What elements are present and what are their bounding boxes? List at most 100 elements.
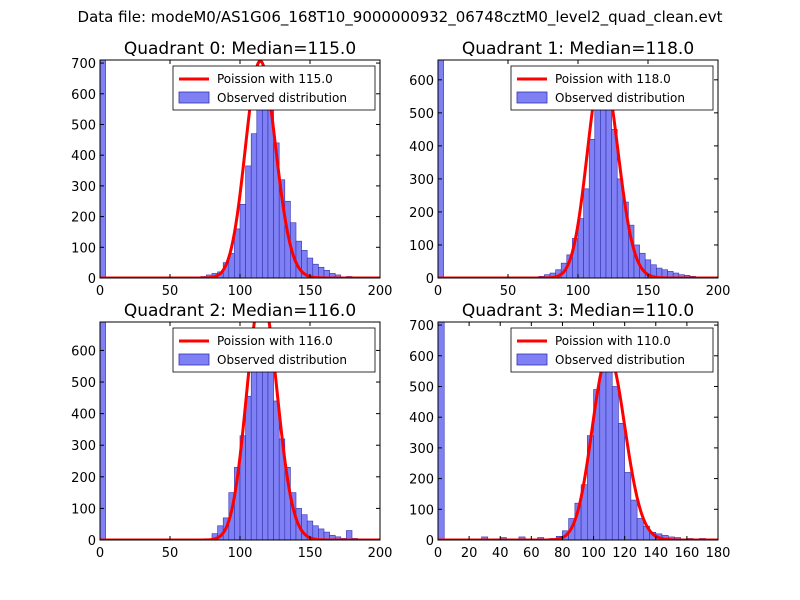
legend-hist-label: Observed distribution	[217, 353, 347, 367]
y-tick-label: 200	[71, 471, 96, 486]
x-tick-label: 50	[162, 284, 179, 299]
y-tick-label: 600	[409, 350, 434, 365]
hist-bar	[630, 499, 638, 540]
x-tick-label: 20	[461, 546, 478, 561]
y-tick-label: 0	[88, 534, 96, 549]
figure-suptitle: Data file: modeM0/AS1G06_168T10_90000009…	[77, 8, 723, 26]
hist-bar	[599, 358, 607, 540]
hist-bar	[588, 138, 596, 278]
panel-quadrant-3: 0 20 40 60 80 100 120 140 160 180 0 100 200 300 400 500…	[409, 301, 730, 561]
x-tick-label: 200	[706, 284, 731, 299]
x-tick-label: 200	[368, 284, 393, 299]
x-tick-label: 180	[706, 546, 731, 561]
hist-bar	[605, 97, 612, 278]
chart-title: Quadrant 0: Median=115.0	[124, 39, 356, 59]
y-tick-label: 400	[409, 140, 434, 155]
panel-quadrant-1: 0 50 100 150 200 0 100 200 300 400 500 600 Quadrant …	[409, 39, 730, 299]
hist-bar	[438, 322, 445, 540]
x-tick-label: 80	[554, 546, 571, 561]
legend-line-label: Poission with 118.0	[555, 72, 671, 86]
hist-bar	[616, 178, 624, 278]
x-tick-label: 150	[636, 284, 661, 299]
y-tick-label: 100	[409, 239, 434, 254]
legend: Poission with 110.0 Observed distribution	[510, 327, 714, 373]
y-tick-label: 200	[409, 206, 434, 221]
chart-title: Quadrant 1: Median=118.0	[462, 39, 694, 59]
legend-hist-label: Observed distribution	[555, 353, 685, 367]
y-tick-label: 500	[71, 376, 96, 391]
x-tick-label: 0	[96, 546, 104, 561]
x-tick-label: 50	[162, 546, 179, 561]
hist-bar	[239, 204, 246, 278]
x-tick-label: 0	[434, 284, 442, 299]
y-tick-label: 600	[409, 74, 434, 89]
legend-line-label: Poission with 116.0	[217, 334, 333, 348]
hist-bar	[594, 105, 601, 278]
y-tick-label: 0	[426, 272, 434, 287]
y-tick-label: 100	[71, 502, 96, 517]
hist-bar	[273, 400, 280, 540]
hist-bar	[245, 165, 252, 278]
x-tick-label: 140	[643, 546, 668, 561]
legend-hist-label: Observed distribution	[555, 91, 685, 105]
legend-line-label: Poission with 110.0	[555, 334, 671, 348]
chart-title: Quadrant 2: Median=116.0	[124, 301, 356, 321]
hist-bar	[618, 423, 625, 540]
y-tick-label: 700	[71, 57, 96, 72]
y-tick-label: 500	[409, 107, 434, 122]
y-tick-label: 300	[71, 439, 96, 454]
hist-bar	[583, 188, 590, 278]
y-tick-label: 500	[409, 380, 434, 395]
legend-line-label: Poission with 115.0	[217, 72, 333, 86]
legend-hist-swatch	[516, 91, 548, 104]
y-tick-label: 700	[409, 319, 434, 334]
hist-bar	[245, 395, 252, 540]
hist-bar	[611, 386, 619, 540]
hist-bar	[611, 129, 618, 278]
hist-bar	[636, 518, 644, 540]
hist-bar	[267, 362, 274, 540]
y-tick-label: 300	[71, 180, 96, 195]
x-tick-label: 120	[612, 546, 637, 561]
hist-bar	[600, 86, 607, 278]
legend: Poission with 118.0 Observed distribution	[510, 65, 714, 111]
y-tick-label: 0	[426, 534, 434, 549]
x-tick-label: 100	[228, 546, 253, 561]
legend-hist-swatch	[516, 353, 548, 366]
y-tick-label: 300	[409, 173, 434, 188]
y-tick-label: 300	[409, 442, 434, 457]
y-tick-label: 500	[71, 118, 96, 133]
y-tick-label: 600	[71, 344, 96, 359]
y-tick-label: 100	[71, 241, 96, 256]
legend: Poission with 116.0 Observed distribution	[172, 327, 376, 373]
x-tick-label: 50	[500, 284, 517, 299]
x-tick-label: 150	[298, 284, 323, 299]
hist-bar	[256, 105, 263, 278]
x-tick-label: 150	[298, 546, 323, 561]
x-tick-label: 0	[96, 284, 104, 299]
y-tick-label: 400	[71, 408, 96, 423]
hist-bar	[250, 133, 258, 278]
hist-bar	[438, 60, 444, 278]
panel-quadrant-0: 0 50 100 150 200 0 100 200 300 400 500 600 700 Quadra…	[71, 39, 392, 299]
x-tick-label: 100	[228, 284, 253, 299]
axes-frame	[437, 321, 719, 541]
hist-bar	[250, 362, 258, 540]
panel-quadrant-2: 0 50 100 150 200 0 100 200 300 400 500 600 Quadrant …	[71, 301, 393, 561]
x-tick-label: 40	[492, 546, 509, 561]
hist-bar	[262, 91, 269, 278]
y-tick-label: 100	[409, 503, 434, 518]
hist-bar	[100, 322, 106, 540]
hist-bar	[624, 472, 632, 540]
chart-title: Quadrant 3: Median=110.0	[462, 301, 694, 321]
x-tick-label: 100	[566, 284, 591, 299]
legend-hist-label: Observed distribution	[217, 91, 347, 105]
legend-hist-swatch	[178, 91, 210, 104]
x-tick-label: 60	[523, 546, 540, 561]
legend-hist-swatch	[178, 353, 210, 366]
x-tick-label: 160	[674, 546, 699, 561]
hist-bar	[100, 60, 106, 278]
x-tick-label: 200	[368, 546, 393, 561]
y-tick-label: 600	[71, 88, 96, 103]
